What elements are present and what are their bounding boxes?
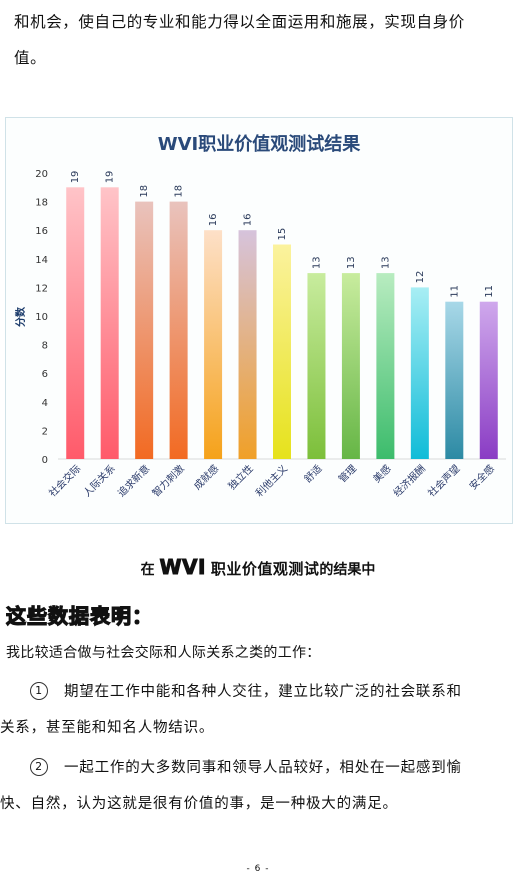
y-axis-label: 分数 [14,306,27,327]
intro-paragraph-line: 和机会，使自己的专业和能力得以全面运用和施展，实现自身价 [14,13,465,31]
y-tick-label: 6 [42,369,48,380]
bar [100,187,119,460]
y-tick-label: 20 [35,169,48,180]
y-tick-label: 4 [42,398,48,409]
lead-text: 我比较适合做与社会交际和人际关系之类的工作： [6,645,321,661]
item-text: 关系，甚至能和知名人物结识。 [0,720,215,736]
data-label: 13 [311,256,322,269]
data-label: 12 [415,271,426,284]
data-label: 18 [174,185,185,198]
data-label: 13 [380,256,391,269]
x-tick-label: 美感 [370,462,393,485]
x-tick-label: 经济报酬 [390,462,427,499]
x-tick-label: 社会交际 [46,462,83,499]
y-tick-label: 10 [35,312,48,323]
bar [410,287,429,459]
y-tick-label: 14 [35,255,48,266]
list-item: 2 一起工作的大多数同事和领导人品较好，相处在一起感到愉 快、自然，认为这就是很有… [0,750,510,822]
x-tick-label: 智力刺激 [149,462,186,499]
result-intro-brand: WVI [159,555,206,580]
y-tick-label: 8 [42,341,48,352]
y-tick-label: 16 [35,226,48,237]
item-text: 期望在工作中能和各种人交往，建立比较广泛的社会联系和 [64,684,462,700]
bar [204,230,223,459]
data-label: 11 [449,285,460,298]
bar [307,273,326,459]
y-tick-label: 18 [35,198,48,209]
data-label: 19 [105,171,116,184]
data-label: 16 [208,213,219,226]
page-number: - 6 - [246,864,270,874]
data-label: 13 [346,256,357,269]
data-label: 15 [277,228,288,241]
x-tick-label: 利他主义 [253,462,290,499]
bar [445,301,464,459]
item-text: 快、自然，认为这就是很有价值的事，是一种极大的满足。 [0,796,398,812]
y-tick-label: 12 [35,283,48,294]
result-intro-suffix: 的结果中 [319,562,376,578]
intro-paragraph-line: 值。 [14,49,47,67]
y-tick-label: 2 [42,426,48,437]
x-tick-label: 安全感 [466,462,496,492]
result-intro: 在 WVI 职业价值观测试的结果中 [0,555,516,580]
x-tick-label: 社会声望 [425,462,462,499]
data-heading: 这些数据表明： [5,603,153,628]
y-tick-label: 0 [42,455,48,466]
x-tick-label: 管理 [336,462,359,485]
data-label: 11 [484,285,495,298]
chart-title: WVI职业价值观测试结果 [158,133,361,155]
data-label: 18 [139,185,150,198]
data-label: 19 [70,171,81,184]
x-tick-label: 独立性 [225,462,255,492]
x-tick-label: 成就感 [191,462,221,492]
bar [169,201,188,459]
bar [135,201,154,459]
x-tick-label: 人际关系 [80,462,117,499]
bar [341,273,360,459]
result-intro-prefix: 在 [140,562,155,578]
wvi-result-chart: WVI职业价值观测试结果分数 0 2 4 6 8 10 12 14 16 18 20 19 社会交际 19 人… [5,117,513,524]
bar [376,273,395,459]
bar [273,244,291,459]
x-tick-label: 追求新意 [115,462,152,499]
item-number-circle: 2 [30,758,48,776]
result-intro-test-name: 职业价值观测试 [210,560,320,578]
data-label: 16 [243,213,254,226]
intro-paragraph: 和机会，使自己的专业和能力得以全面运用和施展，实现自身价 值。 [14,4,504,76]
item-text: 一起工作的大多数同事和领导人品较好，相处在一起感到愉 [64,760,462,776]
bar [479,301,498,459]
list-item: 1 期望在工作中能和各种人交往，建立比较广泛的社会联系和 关系，甚至能和知名人物结… [0,674,510,746]
item-number-circle: 1 [30,682,48,700]
bar [238,230,257,459]
x-tick-label: 舒适 [301,462,324,485]
bar [66,187,85,460]
